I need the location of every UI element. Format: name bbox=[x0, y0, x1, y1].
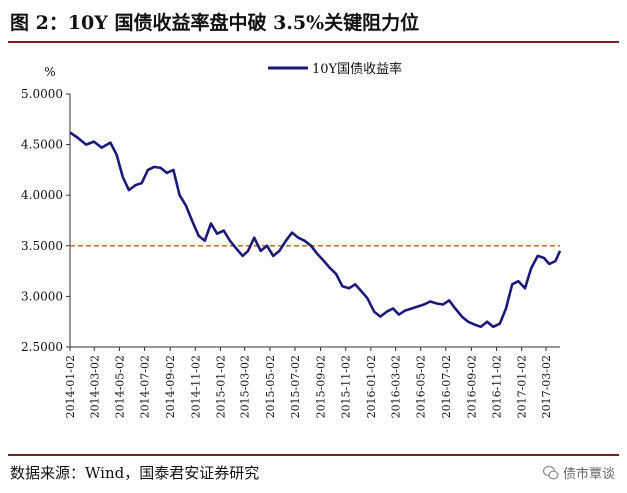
legend-label-yield: 10Y国债收益率 bbox=[312, 61, 402, 77]
x-tick-label: 2014-07-02 bbox=[139, 355, 152, 418]
y-tick-label: 4.0000 bbox=[21, 188, 63, 202]
x-tick-label: 2016-05-02 bbox=[415, 355, 428, 418]
x-tick-label: 2016-11-02 bbox=[491, 355, 504, 418]
x-tick-label: 2015-07-02 bbox=[289, 355, 302, 418]
x-tick-label: 2015-11-02 bbox=[340, 355, 353, 418]
title-divider bbox=[8, 41, 619, 43]
x-tick-label: 2015-03-02 bbox=[239, 355, 252, 418]
figure-title: 图 2：10Y 国债收益率盘中破 3.5%关键阻力位 bbox=[10, 12, 420, 34]
y-tick-label: 3.0000 bbox=[21, 289, 63, 303]
series-layer bbox=[69, 131, 562, 329]
source-note: 数据来源：Wind，国泰君安证券研究 bbox=[10, 464, 260, 482]
chart-legend: 10Y国债收益率 bbox=[268, 61, 402, 77]
x-tick-label: 2015-01-02 bbox=[214, 355, 227, 418]
y-tick-label: 4.5000 bbox=[21, 138, 63, 152]
yield-line-chart: % 10Y国债收益率 5.0000 4.5000 4.0000 3.5000 3.000… bbox=[21, 61, 562, 418]
series-line-10y-yield bbox=[69, 131, 562, 329]
x-tick-label: 2016-07-02 bbox=[440, 355, 453, 418]
x-tick-label: 2014-05-02 bbox=[113, 355, 126, 418]
x-tick-label: 2015-09-02 bbox=[315, 355, 328, 418]
x-tick-label: 2014-11-02 bbox=[189, 355, 202, 418]
wechat-icon bbox=[542, 465, 559, 480]
y-tick-label: 3.5000 bbox=[21, 239, 63, 253]
x-tick-label: 2014-01-02 bbox=[64, 355, 77, 418]
x-tick-label: 2016-09-02 bbox=[465, 355, 478, 418]
y-axis-ticks: 5.0000 4.5000 4.0000 3.5000 3.0000 2.5000 bbox=[21, 87, 70, 354]
y-axis-unit-label: % bbox=[44, 65, 55, 79]
watermark-text: 债市覃谈 bbox=[562, 467, 615, 482]
x-tick-label: 2014-03-02 bbox=[88, 355, 101, 418]
x-tick-label: 2015-05-02 bbox=[264, 355, 277, 418]
x-axis-ticks: 2014-01-02 2014-03-02 2014-05-02 2014-07-02… bbox=[64, 347, 553, 418]
x-tick-label: 2014-09-02 bbox=[164, 355, 177, 418]
x-tick-label: 2017-01-02 bbox=[516, 355, 529, 418]
footer-divider bbox=[8, 454, 619, 456]
y-tick-label: 5.0000 bbox=[21, 87, 63, 101]
y-tick-label: 2.5000 bbox=[21, 340, 63, 354]
x-tick-label: 2016-01-02 bbox=[365, 355, 378, 418]
x-tick-label: 2017-03-02 bbox=[540, 355, 553, 418]
watermark: 债市覃谈 bbox=[542, 463, 615, 482]
x-tick-label: 2016-03-02 bbox=[390, 355, 403, 418]
